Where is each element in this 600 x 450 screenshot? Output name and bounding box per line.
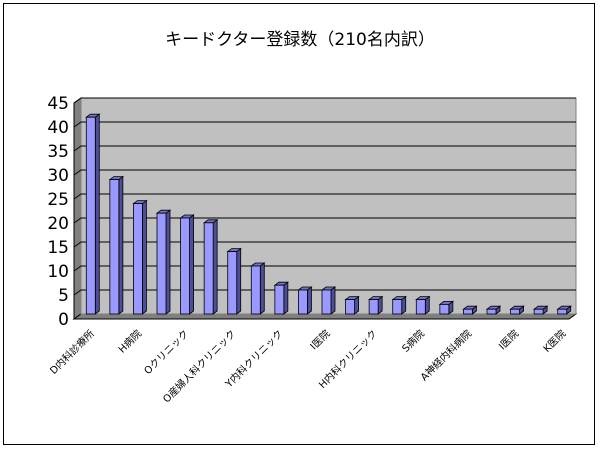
bar: [556, 305, 572, 315]
bar-side: [307, 286, 312, 315]
bar-front: [486, 308, 497, 315]
x-tick-label: I医院: [496, 327, 521, 352]
bar-front: [321, 289, 332, 315]
bar: [462, 305, 478, 315]
bar-front: [133, 203, 143, 315]
gridline-depth: [73, 145, 82, 152]
x-tick-label: I医院: [307, 327, 332, 352]
bar: [415, 295, 431, 315]
bar: [132, 199, 148, 315]
bar-front: [109, 179, 120, 315]
y-tick-label: 5: [58, 286, 69, 306]
bar-front: [557, 308, 568, 315]
bar-side: [189, 214, 194, 315]
bar: [344, 295, 360, 315]
bar: [320, 286, 337, 315]
y-tick-label: 45: [47, 94, 69, 114]
y-tick-label: 30: [47, 166, 69, 186]
chart-title: キードクター登録数（210名内訳）: [165, 30, 435, 50]
gridline-depth: [73, 241, 82, 248]
bar: [391, 295, 407, 315]
bar-front: [463, 308, 473, 315]
bar-front: [439, 303, 450, 315]
y-tick-label: 10: [47, 262, 69, 282]
bar-front: [392, 299, 403, 315]
bar-front: [510, 308, 520, 315]
y-tick-label: 0: [58, 310, 69, 330]
bar-side: [259, 262, 265, 315]
bar: [367, 295, 384, 315]
bar-front: [250, 265, 261, 315]
gridline-depth: [73, 97, 82, 104]
bar: [509, 305, 525, 315]
y-tick-label: 20: [47, 214, 69, 234]
x-tick-label: Oクリニック: [142, 328, 191, 377]
bar-side: [330, 286, 336, 315]
plot-floor: [72, 313, 578, 320]
y-tick-label: 15: [47, 238, 69, 258]
bar: [273, 281, 290, 315]
bar-front: [274, 284, 285, 315]
bar-front: [533, 308, 544, 315]
plot-side-wall: [73, 97, 82, 320]
gridline-depth: [73, 169, 82, 176]
plot-back-wall: [80, 97, 577, 315]
bar-front: [180, 217, 190, 315]
bar-side: [236, 247, 242, 315]
bar-side: [142, 199, 147, 315]
bar-side: [283, 281, 289, 315]
x-tick-label: K医院: [540, 327, 568, 355]
bar-front: [415, 299, 426, 315]
bar-front: [368, 299, 379, 315]
bar-front: [345, 299, 355, 315]
y-tick-label: 40: [47, 118, 69, 138]
bar: [250, 262, 266, 315]
y-tick-label: 35: [47, 142, 69, 162]
x-tick-label: D内科診療所: [47, 327, 97, 377]
bar-front: [203, 222, 214, 315]
y-tick-label: 25: [47, 190, 69, 210]
bar-side: [118, 175, 124, 315]
bar: [438, 300, 455, 315]
x-tick-label: H病院: [115, 327, 144, 356]
bar: [202, 219, 219, 315]
bar: [532, 305, 549, 315]
x-tick-label: S病院: [399, 327, 427, 355]
bar-front: [298, 289, 308, 315]
bar-front: [227, 251, 238, 315]
gridline-depth: [73, 193, 82, 200]
gridline-depth: [73, 289, 82, 296]
gridline-depth: [73, 265, 82, 272]
gridline-depth: [73, 121, 82, 128]
bar-front: [85, 116, 96, 315]
bar: [485, 305, 502, 315]
bar: [85, 113, 101, 315]
bar: [226, 247, 242, 315]
gridline-depth: [73, 217, 82, 224]
bar: [108, 175, 125, 315]
bar-side: [212, 219, 218, 315]
bar: [297, 286, 313, 315]
bar-front: [156, 212, 167, 315]
bar: [155, 209, 172, 315]
bar: [179, 214, 195, 315]
bar-side: [94, 113, 100, 315]
bar-side: [165, 209, 171, 315]
